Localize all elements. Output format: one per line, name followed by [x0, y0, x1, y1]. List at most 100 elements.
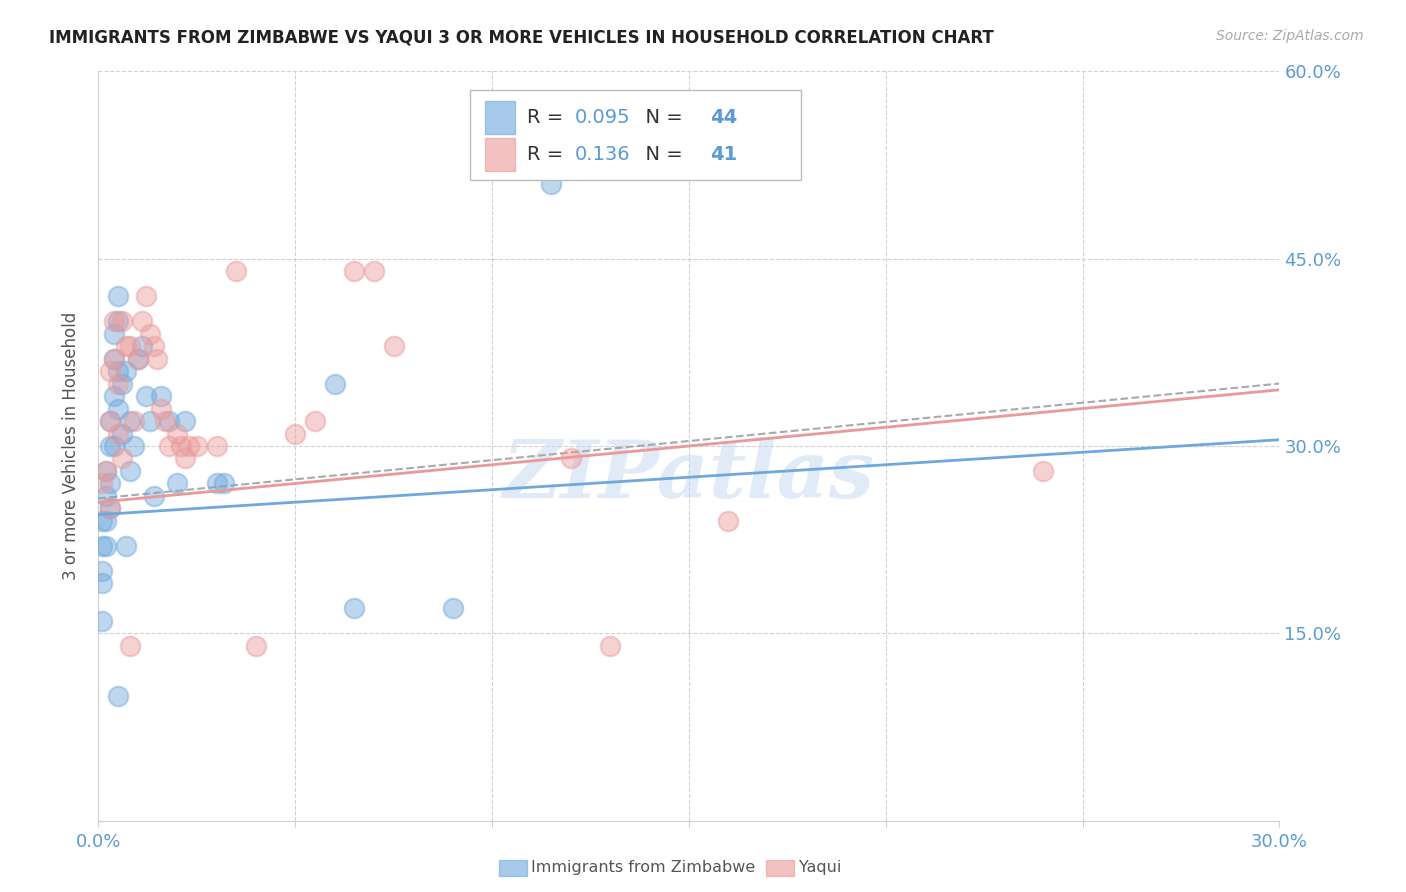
Text: 44: 44: [710, 108, 738, 127]
Point: [118, 414, 141, 428]
Bar: [471, 90, 801, 180]
Point: [205, 476, 228, 491]
Point: [150, 389, 173, 403]
Point: [115, 339, 138, 353]
Point: [98, 501, 121, 516]
Point: [111, 426, 134, 441]
Point: [96, 464, 118, 478]
Text: 41: 41: [710, 145, 738, 164]
Text: 0.136: 0.136: [575, 145, 630, 164]
Point: [146, 351, 169, 366]
Point: [98, 439, 121, 453]
Text: N =: N =: [634, 108, 689, 127]
Point: [135, 389, 157, 403]
Point: [98, 476, 121, 491]
Point: [91, 476, 114, 491]
Point: [225, 264, 247, 278]
Text: IMMIGRANTS FROM ZIMBABWE VS YAQUI 3 OR MORE VEHICLES IN HOUSEHOLD CORRELATION CH: IMMIGRANTS FROM ZIMBABWE VS YAQUI 3 OR M…: [49, 29, 994, 46]
Point: [103, 439, 125, 453]
Point: [107, 689, 129, 703]
Point: [96, 489, 118, 503]
Point: [103, 351, 125, 366]
Point: [127, 351, 149, 366]
Point: [122, 414, 145, 428]
Point: [166, 426, 188, 441]
Y-axis label: 3 or more Vehicles in Household: 3 or more Vehicles in Household: [62, 312, 80, 580]
Point: [142, 489, 165, 503]
Point: [174, 414, 197, 428]
Point: [103, 389, 125, 403]
Point: [157, 439, 180, 453]
Point: [115, 539, 138, 553]
Point: [599, 639, 621, 653]
Point: [214, 476, 236, 491]
Point: [138, 326, 160, 341]
Point: [91, 614, 114, 628]
Point: [205, 439, 228, 453]
Text: ZIPatlas: ZIPatlas: [503, 437, 875, 515]
Point: [1032, 464, 1054, 478]
Point: [166, 476, 188, 491]
Point: [122, 439, 145, 453]
Point: [304, 414, 326, 428]
Point: [91, 564, 114, 578]
Point: [107, 364, 129, 378]
Point: [111, 376, 134, 391]
Point: [155, 414, 177, 428]
Point: [174, 451, 197, 466]
Point: [118, 339, 141, 353]
Point: [107, 376, 129, 391]
Point: [98, 414, 121, 428]
Point: [717, 514, 740, 528]
Point: [96, 539, 118, 553]
Text: R =: R =: [527, 145, 569, 164]
Point: [138, 414, 160, 428]
Point: [107, 289, 129, 303]
Text: Immigrants from Zimbabwe: Immigrants from Zimbabwe: [531, 861, 755, 875]
Point: [98, 501, 121, 516]
Point: [91, 514, 114, 528]
Point: [107, 426, 129, 441]
Bar: [485, 101, 516, 134]
Point: [245, 639, 267, 653]
Point: [98, 364, 121, 378]
Point: [135, 289, 157, 303]
Point: [107, 314, 129, 328]
Point: [382, 339, 405, 353]
Point: [142, 339, 165, 353]
Point: [103, 314, 125, 328]
Point: [170, 439, 193, 453]
Point: [131, 339, 153, 353]
Point: [91, 539, 114, 553]
Text: Source: ZipAtlas.com: Source: ZipAtlas.com: [1216, 29, 1364, 43]
Point: [343, 264, 366, 278]
Point: [127, 351, 149, 366]
Point: [177, 439, 200, 453]
Point: [323, 376, 346, 391]
Point: [540, 177, 562, 191]
Text: Yaqui: Yaqui: [799, 861, 841, 875]
Text: N =: N =: [634, 145, 689, 164]
Point: [150, 401, 173, 416]
Point: [91, 576, 114, 591]
Point: [96, 514, 118, 528]
Point: [96, 464, 118, 478]
Point: [284, 426, 307, 441]
Bar: [485, 138, 516, 171]
Point: [98, 414, 121, 428]
Point: [107, 401, 129, 416]
Point: [103, 351, 125, 366]
Point: [131, 314, 153, 328]
Text: 0.095: 0.095: [575, 108, 630, 127]
Point: [441, 601, 464, 615]
Point: [118, 639, 141, 653]
Point: [560, 451, 582, 466]
Point: [343, 601, 366, 615]
Point: [103, 326, 125, 341]
Point: [111, 314, 134, 328]
Point: [115, 364, 138, 378]
Point: [111, 451, 134, 466]
Point: [118, 464, 141, 478]
Point: [186, 439, 208, 453]
Point: [157, 414, 180, 428]
